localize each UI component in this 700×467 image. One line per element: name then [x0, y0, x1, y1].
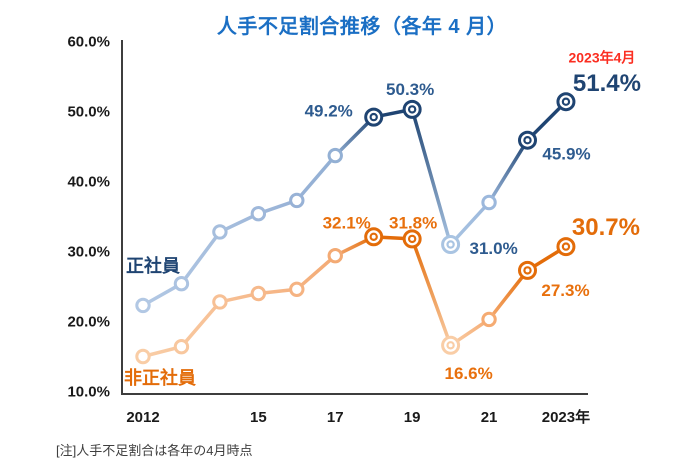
data-point-inner-ring: [446, 240, 455, 249]
data-point-inner-ring: [369, 112, 378, 122]
data-point-marker: [212, 224, 228, 240]
data-point-inner-ring: [407, 234, 417, 244]
data-point-marker: [289, 281, 305, 297]
data-label: 27.3%: [541, 281, 589, 300]
data-point-marker: [327, 248, 343, 264]
chart-title: 人手不足割合推移（各年 4 月）: [216, 16, 508, 38]
data-point-inner-ring: [446, 341, 455, 350]
data-point-marker: [481, 311, 497, 328]
y-axis-tick-label: 30.0%: [67, 244, 110, 261]
data-label: 30.7%: [572, 214, 640, 241]
data-point-marker: [135, 348, 151, 365]
data-point-inner-ring: [407, 105, 417, 114]
series-line-segment: [410, 237, 453, 348]
data-label: 16.6%: [444, 364, 492, 383]
data-label: 2023年4月: [568, 50, 635, 66]
y-axis-tick-label: 60.0%: [67, 34, 110, 51]
x-axis-tick-label: 17: [327, 409, 344, 426]
data-label: 45.9%: [542, 145, 590, 164]
data-point-marker: [173, 339, 190, 355]
data-label: 49.2%: [305, 102, 353, 121]
data-point-marker: [289, 192, 305, 209]
data-point-marker: [135, 297, 151, 314]
x-axis-tick-label: 15: [250, 409, 267, 426]
x-axis-tick-label: 21: [481, 409, 498, 426]
x-axis-tick-label: 2023年: [542, 408, 590, 426]
x-axis-tick-label: 19: [404, 409, 421, 426]
data-point-marker: [327, 147, 343, 164]
series-name-label: 正社員: [126, 255, 180, 276]
series-line-segment: [179, 300, 222, 349]
series-line-segment: [410, 107, 453, 247]
data-point-marker: [481, 194, 497, 211]
chart-note: [注]人手不足割合は各年の4月時点: [56, 443, 253, 458]
data-point-inner-ring: [561, 97, 571, 106]
data-point-inner-ring: [523, 135, 532, 145]
series-line-segment: [487, 268, 530, 322]
data-point-marker: [173, 276, 190, 292]
data-label: 51.4%: [573, 70, 641, 97]
data-point-marker: [212, 294, 228, 310]
data-point-marker: [250, 206, 267, 222]
data-point-inner-ring: [523, 266, 532, 275]
series-line-segment: [487, 138, 530, 205]
data-point-inner-ring: [369, 232, 378, 241]
series-line-segment: [295, 153, 337, 203]
y-axis-tick-label: 40.0%: [67, 174, 110, 191]
data-label: 32.1%: [323, 213, 371, 232]
y-axis-tick-label: 10.0%: [67, 384, 110, 401]
data-label: 31.8%: [389, 213, 437, 232]
x-axis-tick-label: 2012: [126, 409, 159, 426]
data-point-inner-ring: [561, 242, 571, 251]
y-axis-tick-label: 20.0%: [67, 314, 110, 331]
series-line-segment: [179, 230, 222, 286]
data-point-marker: [250, 285, 267, 302]
y-axis-tick-label: 50.0%: [67, 104, 110, 121]
series-line-segment: [295, 253, 337, 292]
series-name-label: 非正社員: [124, 367, 196, 388]
data-label: 31.0%: [469, 239, 517, 258]
data-label: 50.3%: [386, 80, 434, 99]
